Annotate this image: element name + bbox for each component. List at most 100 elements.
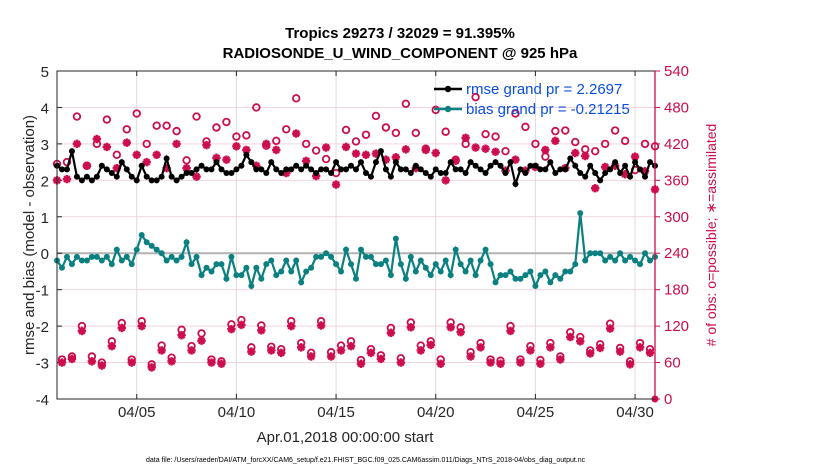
obs-assimilated-marker (506, 326, 515, 336)
asterisk-stroke (456, 328, 465, 336)
obs-possible-marker (471, 92, 480, 102)
obs-assimilated-marker (237, 320, 246, 330)
asterisk-stroke (127, 358, 136, 367)
obs-assimilated-marker (546, 343, 555, 352)
rmse-point (278, 170, 285, 177)
rmse-point (253, 166, 260, 173)
obs-assimilated-marker (351, 149, 361, 158)
asterisk-stroke (108, 342, 116, 350)
bias-point (183, 239, 190, 246)
asterisk-stroke (197, 336, 206, 345)
bias-point (303, 268, 310, 275)
asterisk-stroke (58, 358, 66, 367)
y-axis-label: rmse and bias (model - observation) (21, 115, 38, 355)
asterisk-stroke (257, 326, 266, 335)
rmse-point (293, 162, 300, 169)
rmse-point (367, 173, 374, 180)
bias-point (577, 210, 584, 217)
asterisk-stroke (446, 323, 455, 332)
y-tick-label: -3 (36, 356, 49, 373)
legend-rmse-marker (444, 85, 452, 93)
x-tick-label: 04/25 (517, 404, 555, 421)
y-axis-left: -4 -3 -2 -1 0 1 2 3 4 5 (36, 64, 62, 409)
obs-assimilated-marker (486, 358, 495, 367)
obs-assimilated-marker (615, 347, 625, 356)
obs-possible-marker (401, 99, 411, 108)
rmse-point (467, 159, 474, 166)
rmse-point (362, 170, 369, 177)
obs-assimilated-marker (117, 323, 126, 333)
asterisk-stroke (516, 358, 525, 367)
asterisk-stroke (466, 352, 475, 361)
legend-bias-marker (444, 105, 452, 113)
rmse-point (198, 162, 205, 169)
obs-possible-marker (272, 136, 281, 146)
obs-possible-marker (242, 131, 251, 140)
bias-point (293, 257, 300, 264)
obs-assimilated-marker (321, 143, 331, 152)
obs-assimilated-marker (247, 347, 256, 356)
asterisk-stroke (297, 343, 305, 352)
asterisk-stroke (586, 349, 595, 358)
bias-point (348, 261, 355, 268)
rmse-point (507, 159, 514, 166)
bias-point (642, 250, 649, 257)
rmse-point (298, 166, 305, 173)
rmse-point (233, 166, 240, 173)
bias-point (647, 257, 654, 264)
bias-point (362, 253, 369, 260)
bias-point (552, 272, 559, 279)
y-tick-label: 0 (41, 246, 49, 263)
asterisk-stroke (377, 355, 385, 363)
bias-point (592, 250, 599, 257)
asterisk-stroke (541, 146, 550, 154)
rmse-point (612, 159, 619, 166)
grid (57, 70, 655, 400)
legend: rmse grand pr = 2.2697 bias grand pr = -… (434, 81, 630, 118)
asterisk-stroke (332, 180, 340, 189)
rmse-point (268, 159, 275, 166)
obs-assimilated-marker (182, 163, 191, 173)
x-axis-label: Apr.01,2018 00:00:00 start (257, 429, 435, 446)
obs-possible-marker (551, 126, 560, 136)
obs-possible-marker (481, 129, 490, 139)
bias-point (492, 279, 499, 286)
asterisk-stroke (352, 149, 360, 158)
y-right-tick-label: 360 (664, 172, 689, 189)
obs-assimilated-marker (401, 145, 411, 154)
obs-possible-marker (351, 137, 361, 146)
asterisk-stroke (88, 357, 96, 366)
bias-point (73, 253, 80, 260)
bias-line (56, 213, 656, 291)
obs-assimilated-marker (511, 155, 520, 164)
rmse-point (427, 173, 434, 180)
asterisk-stroke (237, 321, 246, 329)
y-right-tick-label: 0 (664, 391, 672, 408)
rmse-point (348, 162, 355, 169)
bias-point (597, 250, 604, 257)
rmse-point (228, 170, 235, 177)
rmse-point (527, 162, 534, 169)
obs-assimilated-marker (366, 348, 376, 358)
x-tick-label: 04/10 (218, 404, 256, 421)
bias-point (113, 246, 120, 253)
obs-assimilated-marker (77, 326, 87, 336)
asterisk-stroke (481, 144, 490, 153)
asterisk-stroke (407, 323, 415, 332)
bias-point (258, 275, 265, 282)
bias-point (208, 268, 215, 275)
obs-assimilated-marker (571, 148, 580, 158)
bias-point (422, 264, 429, 271)
obs-possible-marker (282, 125, 291, 134)
asterisk-stroke (392, 153, 400, 162)
asterisk-stroke (307, 352, 315, 361)
obs-assimilated-marker (431, 148, 440, 158)
rmse-point (223, 170, 230, 177)
y-tick-label: -2 (36, 319, 49, 336)
bias-point (412, 268, 419, 275)
asterisk-stroke (571, 149, 580, 157)
asterisk-stroke (93, 135, 101, 143)
obs-possible-marker (571, 137, 580, 147)
asterisk-stroke (576, 337, 585, 346)
bias-point (223, 275, 230, 282)
